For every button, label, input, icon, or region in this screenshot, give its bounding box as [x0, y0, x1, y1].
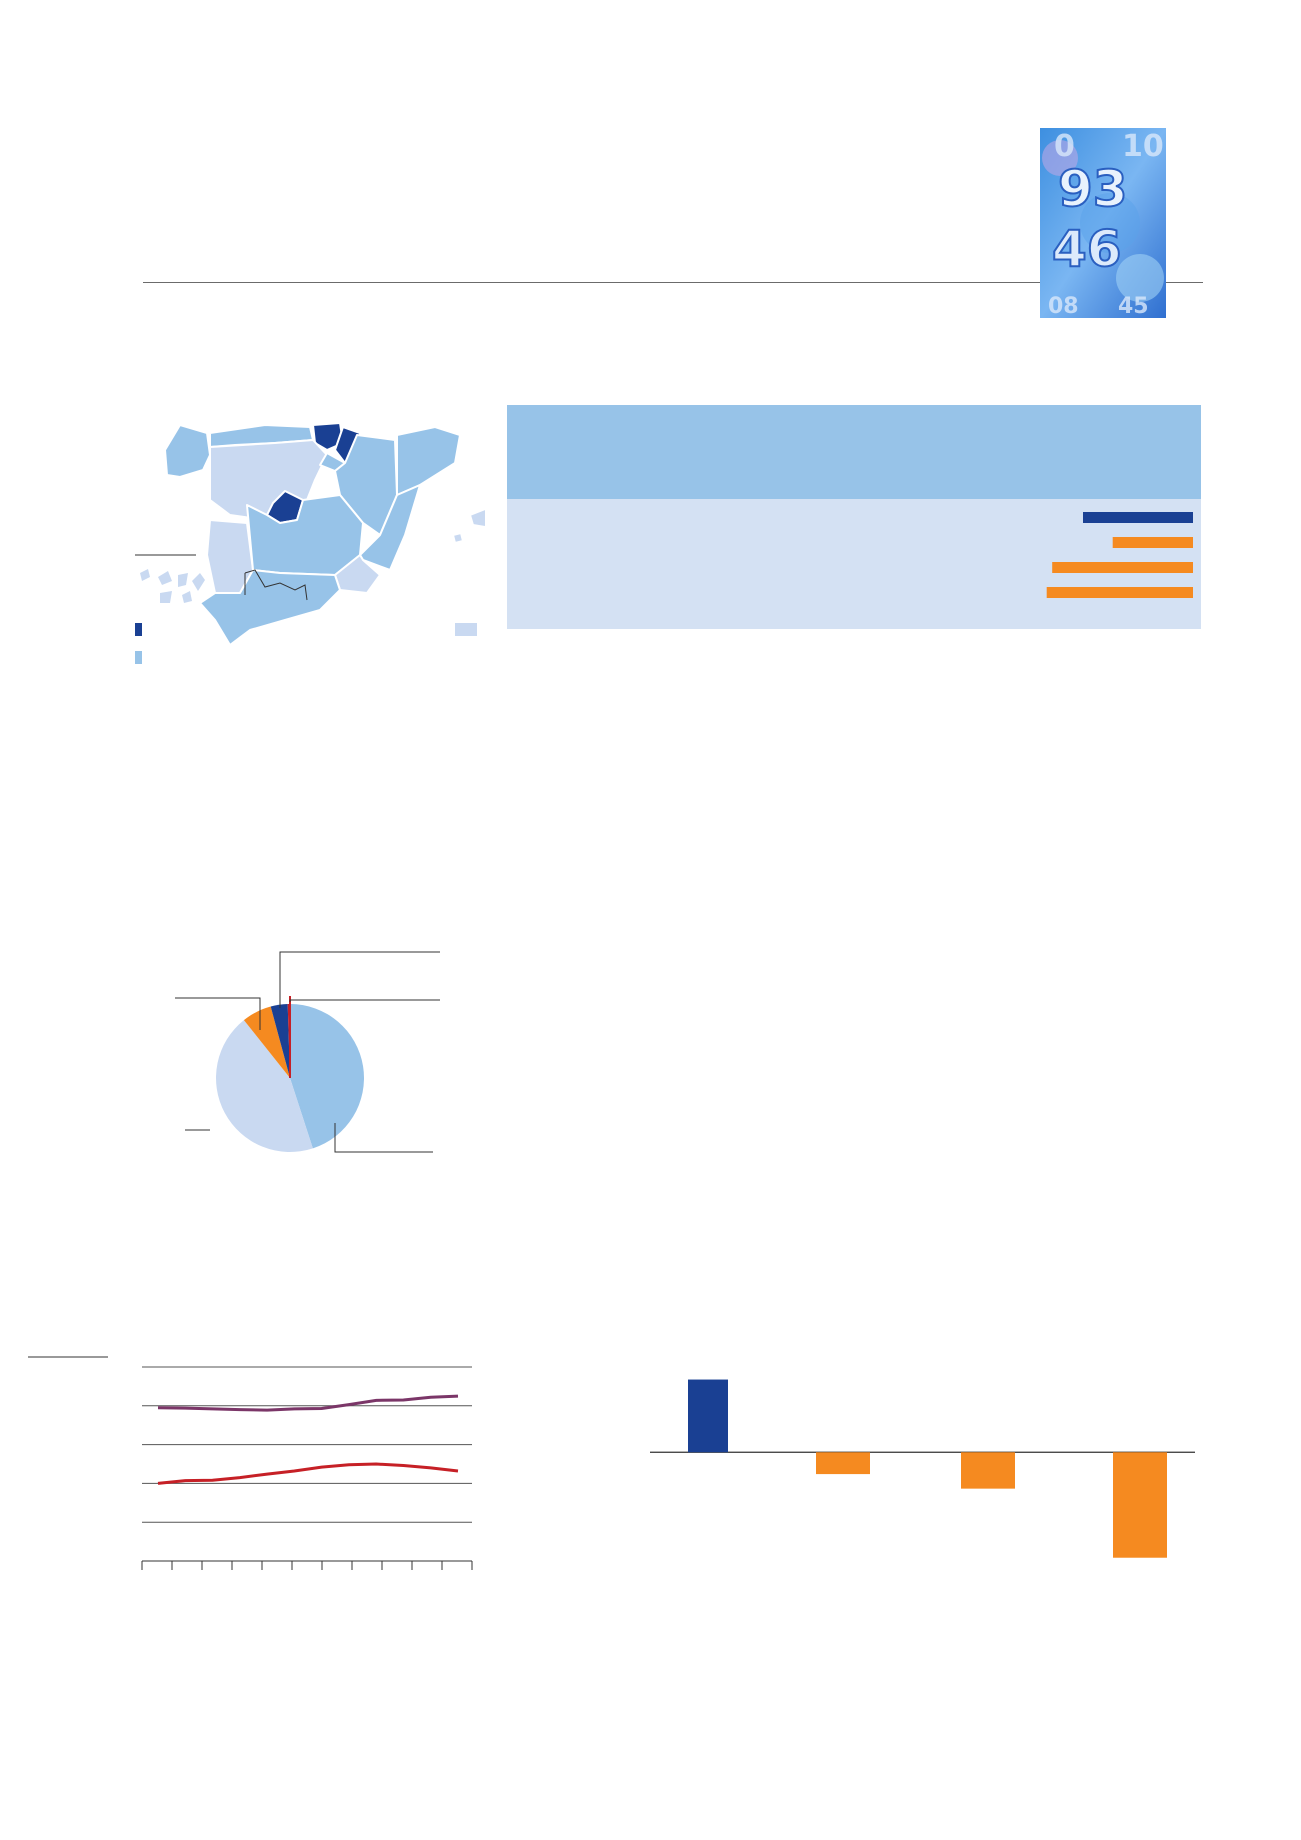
legend-swatch-light	[455, 623, 477, 636]
svg-text:08: 08	[1048, 294, 1079, 318]
svg-text:93: 93	[1058, 160, 1128, 218]
bar-chart	[640, 1345, 1200, 1570]
pie-slice-2	[216, 1020, 313, 1152]
pie-leader-lines	[175, 951, 440, 1153]
line-chart	[25, 1345, 475, 1571]
stats-bar-4	[1046, 587, 1193, 598]
stats-box-header	[507, 405, 1201, 499]
pie-chart	[170, 940, 450, 1170]
bar-2	[816, 1452, 870, 1475]
region-catalonia	[396, 426, 461, 496]
line-series-2	[157, 1462, 459, 1485]
line-series-1	[157, 1394, 459, 1412]
pie-chart-svg	[175, 951, 440, 1153]
legend-swatch-mid	[120, 651, 142, 664]
bar-1	[688, 1379, 728, 1453]
region-balearic	[469, 506, 501, 528]
legend-swatch-dark	[120, 623, 142, 636]
spain-map-svg	[118, 422, 501, 664]
bar-3	[961, 1452, 1015, 1489]
spain-regions-map	[118, 405, 501, 785]
region-canary-islands	[140, 569, 205, 603]
stats-box-body	[507, 499, 1201, 629]
svg-text:45: 45	[1118, 294, 1149, 318]
header-rule	[143, 282, 1203, 283]
stats-bar-2	[1112, 537, 1193, 548]
stats-bars	[1046, 512, 1193, 598]
svg-text:0: 0	[1054, 129, 1075, 164]
region-basque	[312, 422, 344, 451]
bar-4	[1113, 1452, 1167, 1558]
stats-bar-3	[1052, 562, 1193, 573]
bar-chart-svg	[650, 1379, 1195, 1558]
stats-box	[507, 405, 1201, 629]
region-galicia	[164, 424, 211, 478]
pie-slice-4	[270, 1004, 290, 1078]
pie-slice-3	[243, 1006, 290, 1078]
line-chart-svg	[28, 1356, 473, 1571]
numbers-cover-image: 0 10 93 46 08 45	[1040, 128, 1166, 318]
svg-text:46: 46	[1052, 220, 1122, 278]
svg-text:10: 10	[1122, 129, 1164, 164]
pie-slice-1	[290, 1004, 365, 1149]
stats-bar-1	[1083, 512, 1193, 523]
